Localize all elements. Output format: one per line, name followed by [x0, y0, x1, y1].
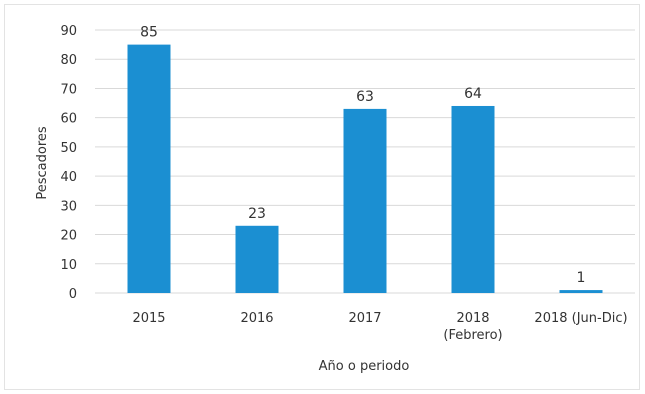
data-labels: 85 23 63 64 1	[140, 25, 585, 286]
y-tick-label: 40	[60, 170, 77, 185]
x-tick-label: 2017	[348, 311, 381, 326]
y-tick-label: 90	[60, 24, 77, 39]
chart-frame	[4, 4, 640, 390]
x-axis-title: Año o periodo	[319, 359, 410, 374]
bars	[127, 44, 603, 294]
x-axis-categories: 2015 2016 2017 2018 (Febrero) 2018 (Jun-Dic)	[132, 311, 627, 343]
y-tick-label: 30	[60, 199, 77, 214]
x-tick-label: 2016	[240, 311, 273, 326]
data-label: 85	[140, 25, 158, 41]
bar	[127, 44, 171, 293]
bar	[451, 105, 495, 293]
y-tick-label: 60	[60, 112, 77, 127]
x-tick-label: 2015	[132, 311, 165, 326]
data-label: 64	[464, 86, 482, 102]
y-tick-label: 70	[60, 82, 77, 97]
y-axis-title: Pescadores	[35, 126, 50, 200]
bar	[343, 108, 387, 294]
y-tick-label: 10	[60, 258, 77, 273]
y-tick-label: 50	[60, 141, 77, 156]
gridlines	[95, 29, 635, 294]
y-tick-label: 0	[69, 287, 77, 302]
y-tick-label: 20	[60, 229, 77, 244]
data-label: 23	[248, 206, 266, 222]
y-tick-label: 80	[60, 53, 77, 68]
y-axis-ticks: 0 10 20 30 40 50 60 70 80 90	[60, 24, 77, 302]
x-tick-label: 2018 (Jun-Dic)	[534, 311, 627, 326]
data-label: 1	[577, 270, 586, 286]
x-tick-label: 2018 (Febrero)	[443, 311, 502, 343]
bar	[235, 225, 279, 293]
bar	[559, 290, 603, 293]
data-label: 63	[356, 89, 374, 105]
